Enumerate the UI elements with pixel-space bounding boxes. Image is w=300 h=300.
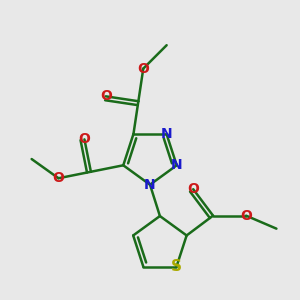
Text: N: N [144,178,156,192]
Text: N: N [171,158,182,172]
Text: O: O [100,89,112,103]
Text: O: O [240,208,252,223]
Text: O: O [79,132,90,146]
Text: N: N [161,127,172,141]
Text: O: O [52,171,64,185]
Text: S: S [171,260,182,274]
Text: O: O [137,61,149,76]
Text: O: O [187,182,199,196]
